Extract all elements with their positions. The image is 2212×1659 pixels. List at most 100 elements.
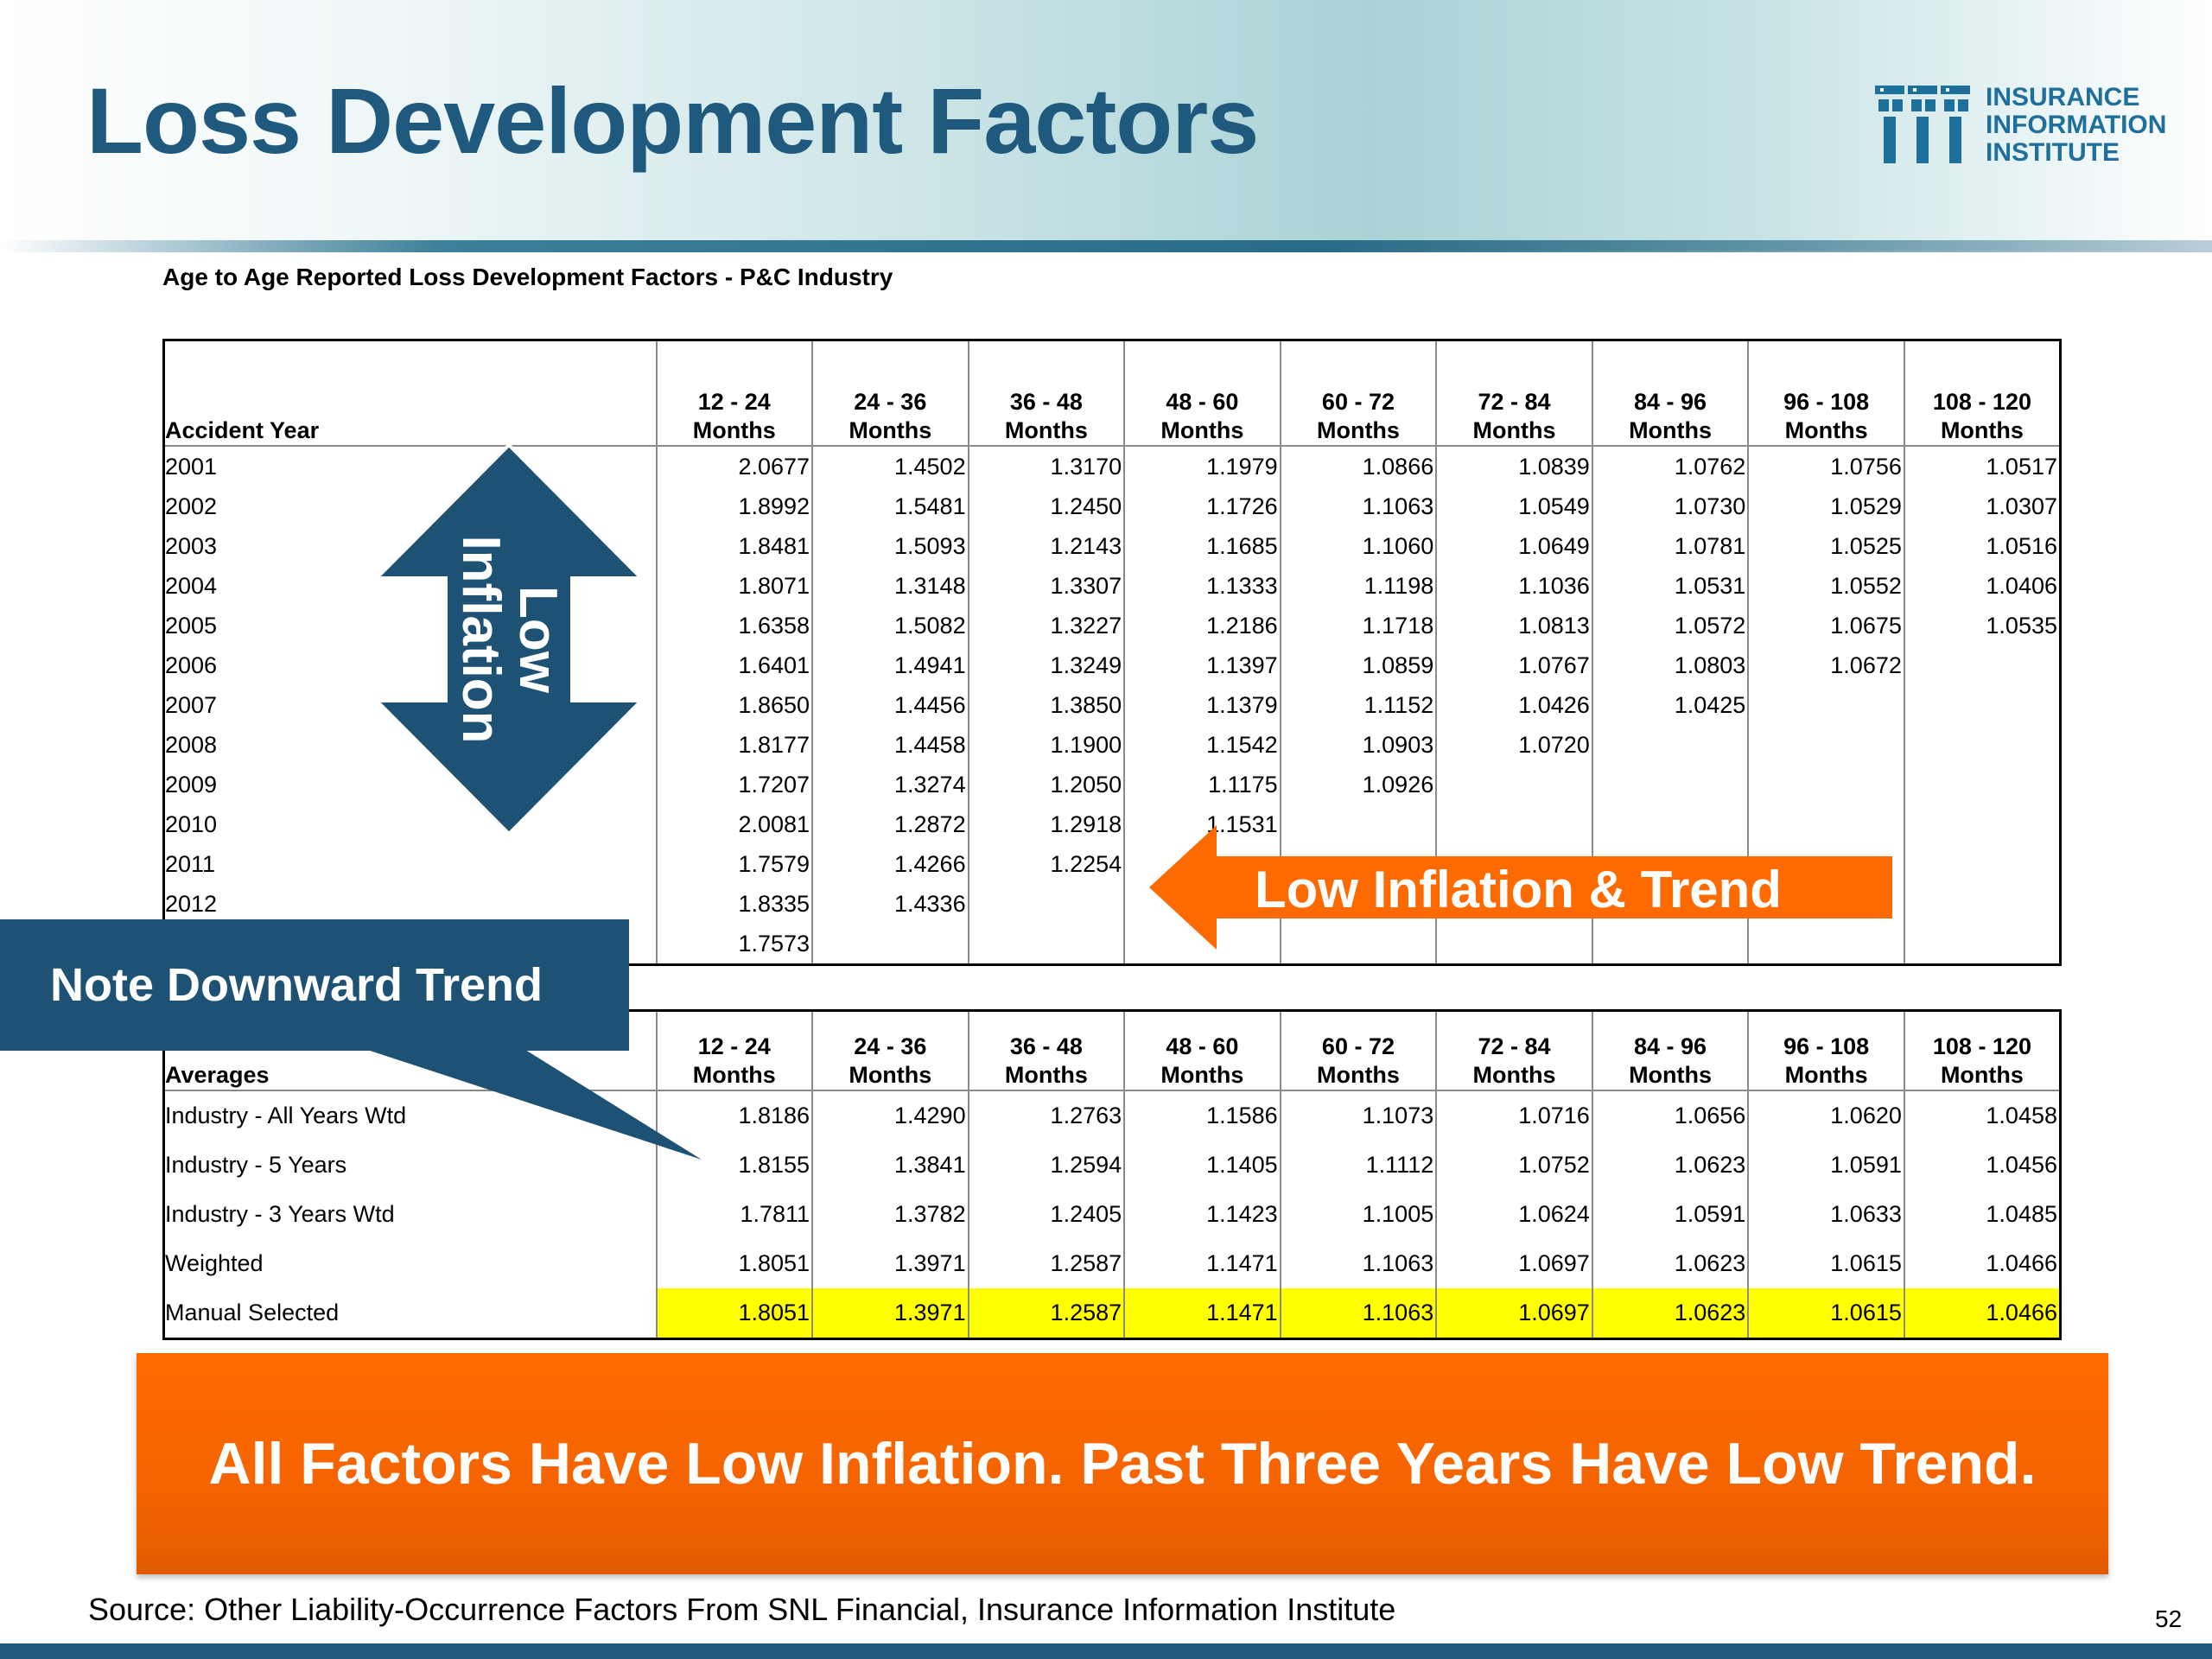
factor-cell: 1.0615 (1747, 1288, 1904, 1339)
period-header: 48 - 60 Months (1123, 1010, 1281, 1091)
factor-cell: 1.3227 (967, 606, 1125, 645)
factor-cell (1903, 725, 2061, 765)
period-header-bottom: Months (1160, 417, 1244, 443)
factor-cell: 1.0406 (1903, 566, 2061, 606)
header-rule (0, 240, 2212, 252)
factor-cell: 1.1112 (1279, 1141, 1437, 1190)
factor-cell: 1.7573 (655, 924, 813, 965)
factor-cell: 1.0767 (1435, 645, 1592, 685)
period-header: 84 - 96 Months (1591, 1010, 1749, 1091)
factor-cell: 1.0549 (1435, 486, 1592, 526)
table-row: 2005 1.6358 1.5082 1.3227 1.2186 1.1718 1.0813… (164, 606, 2061, 645)
period-header-top: 12 - 24 (697, 389, 771, 415)
factor-cell (967, 884, 1125, 924)
period-header-bottom: Months (1629, 1062, 1713, 1088)
factor-cell: 1.3170 (967, 446, 1125, 486)
factor-cell (1903, 685, 2061, 725)
banner-text: All Factors Have Low Inflation. Past Thr… (208, 1431, 2037, 1497)
factor-cell: 1.0813 (1435, 606, 1592, 645)
factor-cell: 1.0591 (1747, 1141, 1904, 1190)
logo-line-2: INFORMATION (1986, 111, 2167, 139)
period-header-top: 72 - 84 (1478, 389, 1551, 415)
table-row: 2004 1.8071 1.3148 1.3307 1.1333 1.1198 1.1036… (164, 566, 2061, 606)
factor-cell: 1.0517 (1903, 446, 2061, 486)
factor-cell: 1.8481 (655, 526, 813, 566)
logo-wordmark: INSURANCE INFORMATION INSTITUTE (1986, 84, 2166, 167)
factor-cell: 1.1900 (967, 725, 1125, 765)
row-label: 2008 (165, 732, 218, 758)
factor-cell (1903, 765, 2061, 804)
factor-cell (1279, 804, 1437, 844)
factor-cell: 1.3148 (811, 566, 969, 606)
factor-cell: 1.1175 (1123, 765, 1281, 804)
factor-cell: 1.5082 (811, 606, 969, 645)
factor-cell (1591, 804, 1749, 844)
period-header-bottom: Months (692, 1062, 776, 1088)
factor-cell: 1.2587 (967, 1288, 1125, 1339)
period-header-bottom: Months (1472, 417, 1556, 443)
factor-cell: 1.1073 (1279, 1090, 1437, 1141)
period-header: 36 - 48 Months (967, 1010, 1125, 1091)
row-label: Industry - 3 Years Wtd (165, 1201, 395, 1227)
slide-title: Loss Development Factors (86, 68, 1259, 173)
period-header-bottom: Months (1940, 1062, 2024, 1088)
factor-cell: 1.8177 (655, 725, 813, 765)
table-row: Industry - All Years Wtd 1.8186 1.4290 1.27… (164, 1090, 2061, 1141)
factor-cell: 1.0485 (1903, 1190, 2061, 1239)
factor-cell: 1.1586 (1123, 1090, 1281, 1141)
table-row: 2010 2.0081 1.2872 1.2918 1.1531 (164, 804, 2061, 844)
factor-cell (1279, 924, 1437, 965)
page-number: 52 (2155, 1605, 2183, 1632)
factor-cell: 1.2254 (967, 844, 1125, 884)
factor-cell: 1.0516 (1903, 526, 2061, 566)
factor-cell: 1.0781 (1591, 526, 1749, 566)
factor-cell: 1.3307 (967, 566, 1125, 606)
factor-cell: 1.3841 (811, 1141, 969, 1190)
period-header-top: 84 - 96 (1634, 1033, 1707, 1059)
period-header-top: 36 - 48 (1009, 389, 1083, 415)
factor-cell: 1.1005 (1279, 1190, 1437, 1239)
factor-cell: 1.7579 (655, 844, 813, 884)
period-header: 36 - 48 Months (967, 340, 1125, 447)
factor-cell (1591, 924, 1749, 965)
factor-cell (1435, 765, 1592, 804)
row-label: 2010 (165, 811, 218, 837)
factor-cell (1747, 685, 1904, 725)
factor-cell: 1.1718 (1279, 606, 1437, 645)
period-header-bottom: Months (1940, 417, 2024, 443)
factor-cell: 1.8071 (655, 566, 813, 606)
period-header-top: 12 - 24 (697, 1033, 771, 1059)
row-label: 2002 (165, 493, 218, 519)
table-row: 2008 1.8177 1.4458 1.1900 1.1542 1.0903 1.0720 (164, 725, 2061, 765)
factor-cell: 1.1471 (1123, 1239, 1281, 1288)
table-row: Industry - 5 Years 1.8155 1.3841 1.2594 1.14… (164, 1141, 2061, 1190)
period-header: 48 - 60 Months (1123, 340, 1281, 447)
table-row: 2001 2.0677 1.4502 1.3170 1.1979 1.0866 1.0839… (164, 446, 2061, 486)
conclusion-banner: All Factors Have Low Inflation. Past Thr… (137, 1353, 2108, 1574)
factor-cell: 1.0623 (1591, 1239, 1749, 1288)
factor-cell: 1.3274 (811, 765, 969, 804)
table-subtitle: Age to Age Reported Loss Development Fac… (162, 264, 893, 290)
factor-cell: 1.2594 (967, 1141, 1125, 1190)
factor-cell (1903, 645, 2061, 685)
factor-cell: 1.0720 (1435, 725, 1592, 765)
factor-cell: 1.8650 (655, 685, 813, 725)
factor-cell: 1.0752 (1435, 1141, 1592, 1190)
factor-cell: 1.0649 (1435, 526, 1592, 566)
table-row: Manual Selected 1.8051 1.3971 1.2587 1.1471 1… (164, 1288, 2061, 1339)
period-header-bottom: Months (849, 417, 932, 443)
factor-cell: 1.1397 (1123, 645, 1281, 685)
factor-cell (1435, 924, 1592, 965)
header-band (0, 0, 2212, 251)
factor-cell: 1.0466 (1903, 1239, 2061, 1288)
row-label: 2004 (165, 573, 218, 599)
period-header-top: 60 - 72 (1321, 389, 1395, 415)
footer-bar (0, 1643, 2212, 1659)
factor-cell: 1.3249 (967, 645, 1125, 685)
factor-cell (1747, 804, 1904, 844)
factor-cell: 1.4458 (811, 725, 969, 765)
period-header-top: 48 - 60 (1166, 389, 1239, 415)
factor-cell: 1.0552 (1747, 566, 1904, 606)
row-label: 2005 (165, 613, 218, 639)
factor-cell: 1.0672 (1747, 645, 1904, 685)
